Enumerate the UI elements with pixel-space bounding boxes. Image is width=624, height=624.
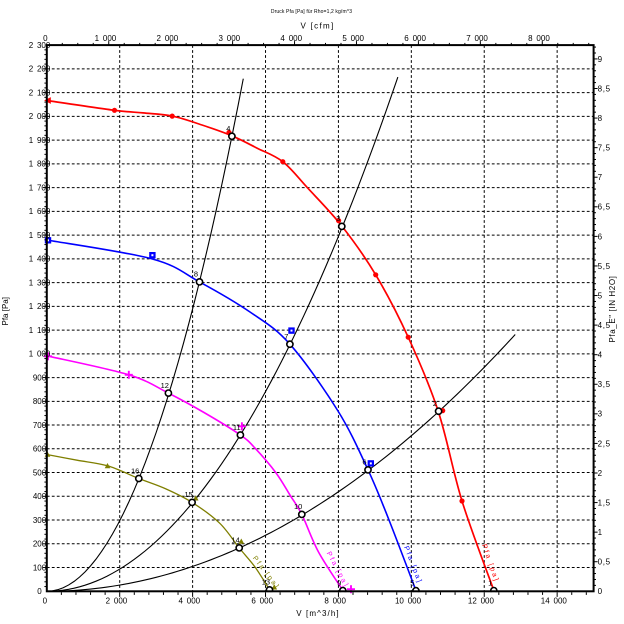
svg-text:5: 5	[410, 579, 414, 588]
svg-text:7: 7	[598, 173, 603, 182]
svg-text:2 100: 2 100	[29, 88, 51, 97]
svg-text:6 000: 6 000	[251, 596, 273, 605]
svg-text:500: 500	[33, 468, 47, 477]
svg-text:3 000: 3 000	[218, 34, 240, 43]
svg-text:2 000: 2 000	[106, 596, 128, 605]
svg-text:Pfa_E" [IN H2O]: Pfa_E" [IN H2O]	[608, 276, 617, 343]
svg-text:6: 6	[598, 232, 603, 241]
svg-text:10 000: 10 000	[395, 596, 422, 605]
svg-text:200: 200	[33, 540, 47, 549]
svg-text:8: 8	[598, 114, 603, 123]
svg-text:3,5: 3,5	[598, 380, 611, 389]
svg-text:12 000: 12 000	[468, 596, 495, 605]
svg-text:8 000: 8 000	[324, 596, 346, 605]
svg-text:16: 16	[131, 466, 139, 475]
svg-text:V [m^3/h]: V [m^3/h]	[296, 609, 339, 618]
svg-text:1 800: 1 800	[29, 160, 51, 169]
svg-text:0,5: 0,5	[598, 558, 611, 567]
svg-text:1: 1	[598, 528, 603, 537]
svg-text:2 000: 2 000	[157, 34, 179, 43]
svg-text:0: 0	[43, 596, 48, 605]
svg-text:1 100: 1 100	[29, 326, 51, 335]
svg-text:0: 0	[43, 34, 48, 43]
svg-text:4: 4	[598, 351, 603, 360]
svg-text:1 900: 1 900	[29, 136, 51, 145]
svg-text:6: 6	[362, 458, 366, 467]
svg-text:8,5: 8,5	[598, 84, 611, 93]
svg-text:1 500: 1 500	[29, 231, 51, 240]
svg-text:8 000: 8 000	[528, 34, 550, 43]
svg-text:2 200: 2 200	[29, 65, 51, 74]
svg-text:4: 4	[226, 124, 230, 133]
svg-text:14 000: 14 000	[541, 596, 568, 605]
svg-text:0: 0	[37, 587, 42, 596]
svg-text:900: 900	[33, 373, 47, 382]
svg-text:Druck Pfa [Pa] für Rho=1,2 kg/: Druck Pfa [Pa] für Rho=1,2 kg/m^3	[271, 9, 352, 15]
svg-text:2,5: 2,5	[598, 439, 611, 448]
svg-text:1 000: 1 000	[29, 350, 51, 359]
svg-text:1 000: 1 000	[95, 34, 117, 43]
svg-text:4,5: 4,5	[598, 321, 611, 330]
svg-text:8: 8	[194, 270, 198, 279]
svg-text:100: 100	[33, 563, 47, 572]
svg-text:10: 10	[294, 502, 302, 511]
svg-text:700: 700	[33, 421, 47, 430]
svg-text:1 600: 1 600	[29, 207, 51, 216]
svg-text:800: 800	[33, 397, 47, 406]
svg-text:300: 300	[33, 516, 47, 525]
svg-text:1 700: 1 700	[29, 183, 51, 192]
svg-text:9: 9	[598, 55, 603, 64]
svg-text:14: 14	[231, 536, 239, 545]
svg-text:1 300: 1 300	[29, 278, 51, 287]
svg-text:V [cfm]: V [cfm]	[301, 22, 335, 31]
svg-text:4 000: 4 000	[280, 34, 302, 43]
svg-text:Pfa [Pa]: Pfa [Pa]	[1, 297, 10, 325]
svg-text:2: 2	[598, 469, 603, 478]
svg-text:7: 7	[284, 332, 288, 341]
svg-text:4 000: 4 000	[178, 596, 200, 605]
svg-text:6 000: 6 000	[404, 34, 426, 43]
svg-text:1,5: 1,5	[598, 498, 611, 507]
svg-text:3: 3	[598, 410, 603, 419]
svg-text:5 000: 5 000	[342, 34, 364, 43]
svg-text:2 000: 2 000	[29, 112, 51, 121]
svg-text:6,5: 6,5	[598, 203, 611, 212]
svg-text:2 300: 2 300	[29, 41, 51, 50]
svg-text:5,5: 5,5	[598, 262, 611, 271]
svg-text:7,5: 7,5	[598, 144, 611, 153]
svg-text:13: 13	[262, 578, 270, 587]
svg-text:0: 0	[598, 587, 603, 596]
svg-text:2: 2	[433, 399, 437, 408]
svg-text:7 000: 7 000	[466, 34, 488, 43]
svg-text:400: 400	[33, 492, 47, 501]
svg-text:12: 12	[161, 381, 169, 390]
svg-text:1 400: 1 400	[29, 255, 51, 264]
svg-text:600: 600	[33, 445, 47, 454]
svg-text:1 200: 1 200	[29, 302, 51, 311]
svg-text:11: 11	[233, 423, 241, 432]
svg-text:1: 1	[488, 578, 492, 587]
svg-text:15: 15	[184, 490, 192, 499]
svg-text:9: 9	[337, 578, 341, 587]
svg-text:5: 5	[598, 291, 603, 300]
svg-text:3: 3	[336, 214, 340, 223]
